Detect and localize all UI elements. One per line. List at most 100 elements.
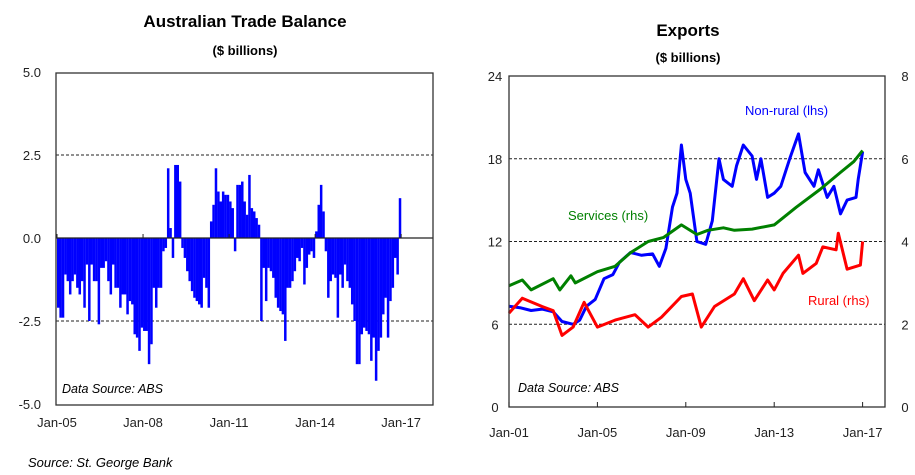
bar bbox=[95, 238, 98, 282]
bar bbox=[97, 238, 101, 325]
bar bbox=[104, 238, 108, 262]
bar bbox=[71, 238, 74, 282]
y-tick-label-lhs: 0 bbox=[491, 400, 498, 415]
bar bbox=[260, 238, 263, 321]
bar bbox=[111, 238, 115, 265]
bar bbox=[114, 238, 117, 288]
left-chart-title: Australian Trade Balance bbox=[143, 12, 346, 31]
bar bbox=[360, 238, 364, 335]
bar bbox=[193, 238, 196, 298]
bar bbox=[119, 238, 122, 308]
bar bbox=[143, 238, 146, 331]
bar bbox=[243, 201, 246, 238]
bar bbox=[92, 238, 96, 282]
bar bbox=[377, 238, 380, 351]
bar bbox=[88, 238, 91, 321]
bar bbox=[300, 238, 304, 248]
bar bbox=[166, 168, 170, 238]
bar bbox=[212, 204, 215, 238]
bar bbox=[350, 238, 354, 305]
y-tick-label-lhs: 12 bbox=[488, 235, 502, 250]
trade-balance-chart: 5.0 2.5 0.0 -2.5 -5.0 Jan-05 Jan-08 Jan-11 Jan-1… bbox=[19, 65, 434, 430]
bar bbox=[331, 238, 335, 275]
bar bbox=[336, 238, 340, 318]
bar bbox=[343, 238, 347, 265]
bar bbox=[176, 164, 179, 238]
x-tick-label: Jan-05 bbox=[578, 425, 618, 440]
bar bbox=[252, 211, 256, 238]
bar bbox=[171, 238, 175, 258]
bar bbox=[219, 201, 223, 238]
bar bbox=[200, 238, 203, 308]
bar bbox=[284, 238, 287, 341]
bar bbox=[59, 238, 62, 318]
left-chart-subtitle: ($ billions) bbox=[213, 43, 278, 58]
legend-label: Services (rhs) bbox=[568, 208, 648, 223]
bar bbox=[66, 238, 70, 282]
x-tick-label: Jan-17 bbox=[381, 415, 421, 430]
bar bbox=[362, 238, 366, 328]
bar bbox=[226, 194, 230, 238]
bar bbox=[128, 238, 132, 302]
bar bbox=[303, 238, 306, 285]
bar bbox=[286, 238, 289, 288]
plot-frame bbox=[55, 72, 434, 406]
bar bbox=[126, 238, 129, 315]
bar bbox=[109, 238, 113, 295]
y-tick-label: -5.0 bbox=[19, 397, 41, 412]
bar bbox=[391, 238, 395, 288]
bar bbox=[224, 194, 227, 238]
bar bbox=[312, 238, 316, 258]
bar bbox=[327, 238, 330, 298]
bar bbox=[379, 238, 383, 338]
bar bbox=[188, 238, 191, 282]
x-tick-label: Jan-01 bbox=[489, 425, 529, 440]
bar bbox=[162, 238, 165, 252]
bar bbox=[78, 238, 82, 295]
bar bbox=[138, 238, 141, 351]
bar bbox=[291, 238, 294, 282]
bar bbox=[80, 238, 84, 282]
bar bbox=[64, 238, 67, 275]
y-tick-label-rhs: 8 bbox=[901, 69, 908, 84]
bar bbox=[386, 238, 390, 338]
bar bbox=[164, 238, 168, 248]
exports-chart: 24 18 12 6 0 8 6 4 2 0 Jan-01 Jan-05 Jan-09 Jan-13 Jan… bbox=[488, 69, 909, 440]
bar bbox=[307, 238, 311, 255]
series-line-rural bbox=[507, 231, 865, 337]
bar bbox=[317, 204, 321, 238]
bar bbox=[276, 238, 280, 308]
y-tick-label: 2.5 bbox=[23, 148, 41, 163]
bar bbox=[221, 191, 225, 238]
bar bbox=[100, 238, 103, 268]
bar bbox=[319, 184, 323, 238]
bar bbox=[145, 238, 148, 331]
y-tick-label-lhs: 6 bbox=[491, 317, 498, 332]
bar bbox=[217, 191, 220, 238]
bar bbox=[159, 238, 163, 288]
legend-label: Non-rural (lhs) bbox=[745, 103, 828, 118]
bar bbox=[384, 238, 387, 298]
legend-label: Rural (rhs) bbox=[808, 293, 869, 308]
bar bbox=[150, 238, 153, 345]
bar bbox=[393, 238, 397, 258]
bar bbox=[152, 238, 156, 288]
bar bbox=[229, 201, 232, 238]
bar bbox=[250, 208, 254, 238]
bar bbox=[339, 238, 342, 275]
x-tick-label: Jan-09 bbox=[666, 425, 706, 440]
bar bbox=[207, 238, 211, 308]
right-chart-title: Exports bbox=[656, 21, 719, 40]
bar bbox=[296, 238, 299, 258]
series-line-services bbox=[508, 149, 864, 292]
x-tick-label: Jan-05 bbox=[37, 415, 77, 430]
bar bbox=[248, 174, 251, 238]
bar bbox=[305, 238, 309, 268]
bar bbox=[135, 238, 139, 338]
bar bbox=[147, 238, 151, 365]
left-data-source: Data Source: ABS bbox=[62, 382, 164, 396]
y-tick-label: 5.0 bbox=[23, 65, 41, 80]
bar bbox=[90, 238, 93, 265]
x-tick-label: Jan-14 bbox=[295, 415, 335, 430]
